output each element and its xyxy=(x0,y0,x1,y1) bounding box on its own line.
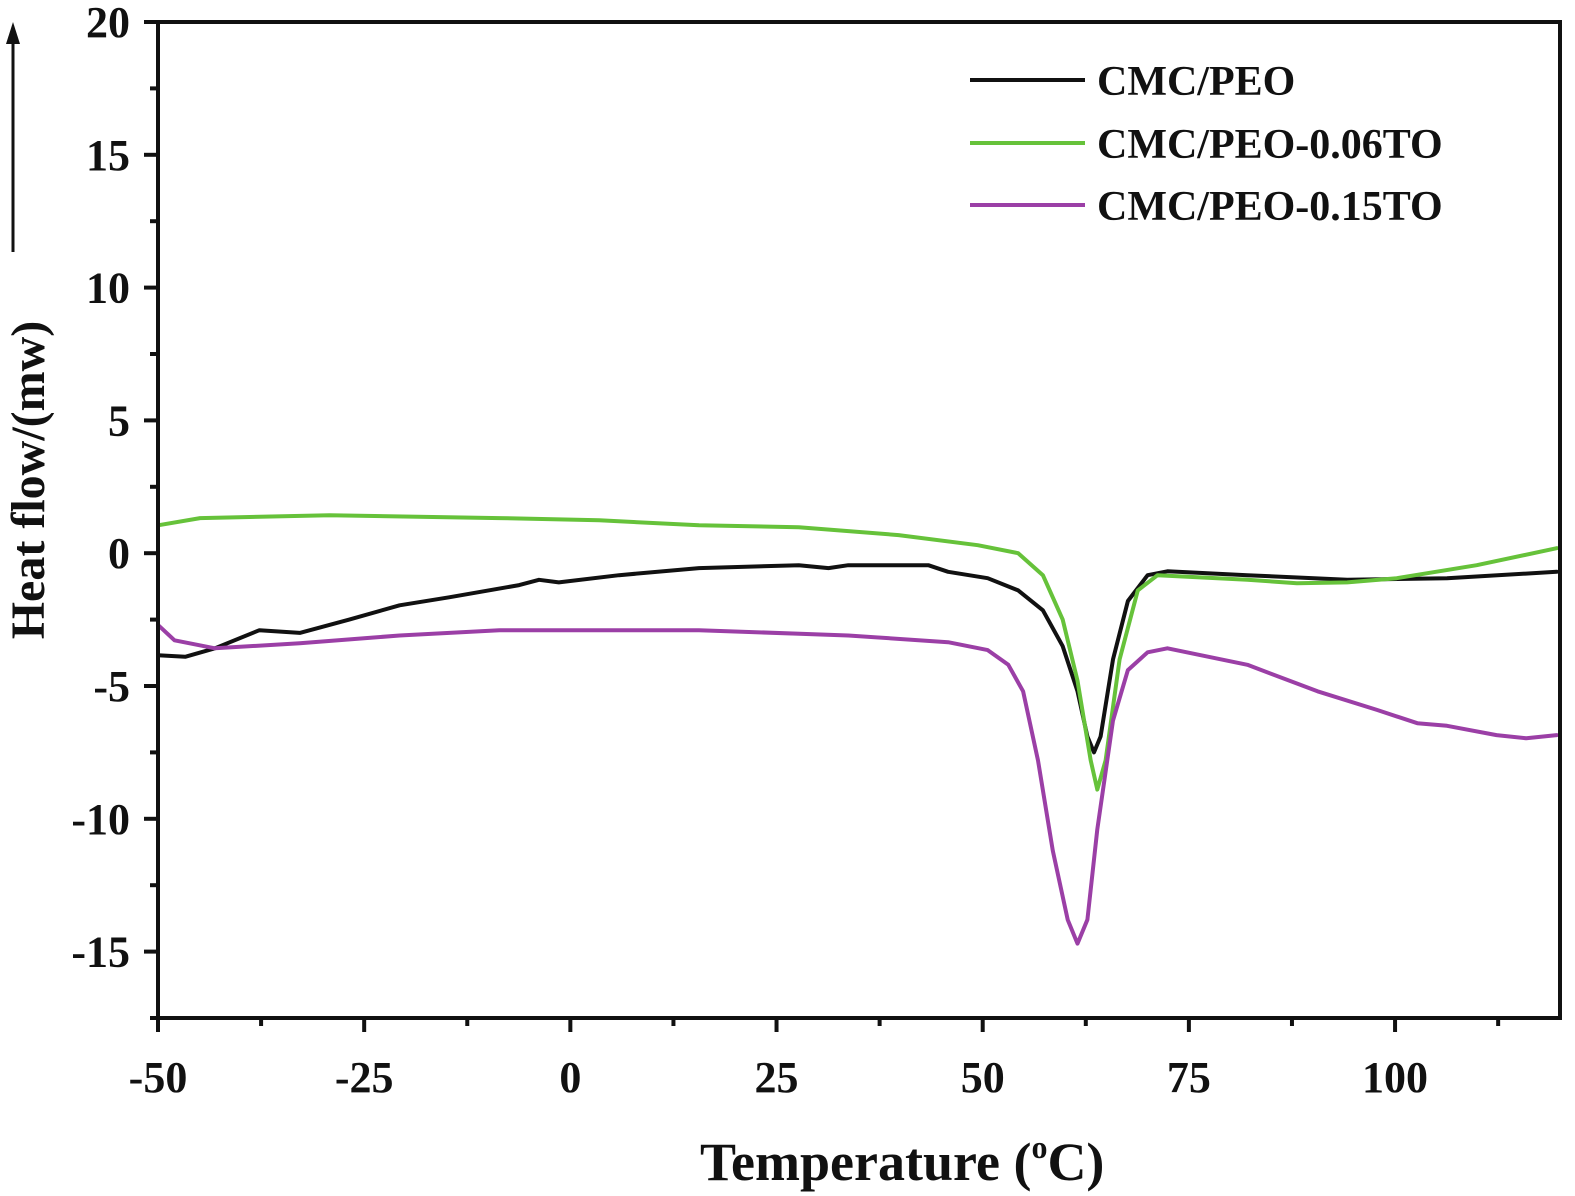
series-layer xyxy=(156,513,1559,946)
legend-label-cmc-peo: CMC/PEO xyxy=(1097,59,1295,105)
series-line-cmc-peo-0-06to xyxy=(156,513,1559,792)
y-tick-label: -5 xyxy=(93,662,130,711)
x-tick-labels: -50 -25 0 25 50 75 100 xyxy=(129,1053,1428,1102)
y-tick-label: 5 xyxy=(108,396,130,445)
x-axis-title-unit: C) xyxy=(1047,1132,1104,1192)
x-tick-label: -50 xyxy=(129,1053,188,1102)
x-axis-title: Temperature (oC) xyxy=(700,1129,1104,1192)
y-tick-label: -15 xyxy=(71,928,130,977)
x-tick-label: -25 xyxy=(335,1053,394,1102)
series-line-cmc-peo xyxy=(156,563,1559,755)
y-tick-labels: -15 -10 -5 0 5 10 15 20 xyxy=(71,0,130,977)
x-axis-title-sup: o xyxy=(1031,1129,1047,1165)
series-line-cmc-peo-0-15to xyxy=(156,622,1559,946)
endo-up-arrow-icon xyxy=(6,22,20,252)
y-tick-label: -10 xyxy=(71,795,130,844)
x-axis-title-main: Temperature ( xyxy=(700,1132,1031,1192)
plot-frame xyxy=(156,20,1562,1020)
y-tick-label: 20 xyxy=(86,0,130,47)
x-tick-label: 25 xyxy=(755,1053,799,1102)
y-tick-label: 15 xyxy=(86,131,130,180)
x-tick-label: 50 xyxy=(961,1053,1005,1102)
y-axis-title: Heat flow/(mw) xyxy=(2,321,55,640)
x-tick-label: 100 xyxy=(1362,1053,1428,1102)
x-tick-label: 0 xyxy=(559,1053,581,1102)
y-tick-label: 0 xyxy=(108,529,130,578)
legend-label-cmc-peo-015to: CMC/PEO-0.15TO xyxy=(1097,184,1443,230)
y-tick-label: 10 xyxy=(86,264,130,313)
legend-label-cmc-peo-006to: CMC/PEO-0.06TO xyxy=(1097,122,1443,168)
legend: CMC/PEO CMC/PEO-0.06TO CMC/PEO-0.15TO xyxy=(970,59,1443,230)
x-tick-label: 75 xyxy=(1167,1053,1211,1102)
